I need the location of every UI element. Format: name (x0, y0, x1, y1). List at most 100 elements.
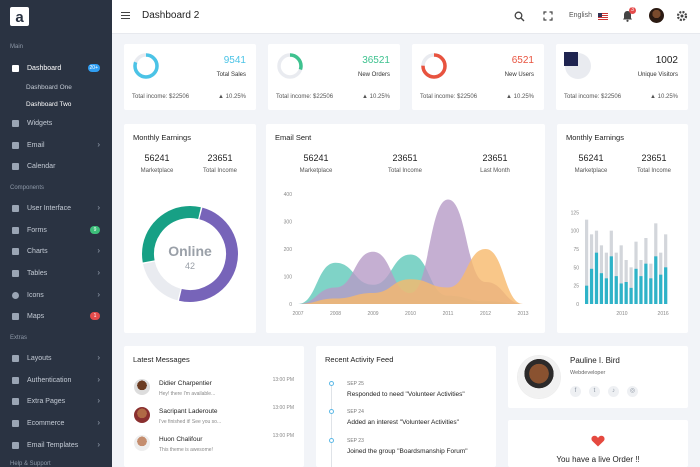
bar (649, 278, 653, 304)
sidebar-item-ecommerce[interactable]: Ecommerce › (0, 414, 112, 432)
menu-icon[interactable] (121, 12, 130, 19)
user-avatar[interactable] (649, 8, 664, 23)
stat-label: New Orders (357, 72, 390, 78)
app-logo[interactable]: a (10, 7, 29, 26)
total-income-label: Total Income (387, 168, 423, 174)
arrow-up-icon: ▲ (506, 94, 514, 100)
sidebar-item-label: Extra Pages (27, 397, 66, 405)
last-month-value: 23651 (482, 153, 508, 163)
marketplace-label: Marketplace (574, 168, 608, 174)
sidebar-item-dashboard[interactable]: Dashboard 20+ (0, 59, 112, 77)
profile-role: Webdeveloper (570, 370, 606, 376)
gear-icon[interactable] (676, 10, 688, 22)
message-sender: Didier Charpentier (159, 380, 212, 387)
facebook-icon[interactable]: f (570, 386, 581, 397)
notification-badge: 3 (629, 7, 636, 14)
stat-label: Total Sales (216, 72, 246, 78)
sidebar-item-label: Icons (27, 291, 44, 299)
stat-income: Total income: $22506 (276, 94, 334, 100)
sidebar-item-label: Tables (27, 269, 48, 277)
email-icon (12, 141, 19, 149)
x-tick-label: 2010 (405, 311, 416, 317)
chevron-right-icon: › (97, 375, 100, 384)
stat-value: 1002 (655, 55, 678, 66)
chevron-right-icon: › (97, 140, 100, 149)
message-sender: Sacripant Laderoute (159, 408, 218, 415)
sidebar-item-label: Maps (27, 312, 45, 320)
bar (599, 273, 604, 304)
sidebar-item-email[interactable]: Email › (0, 136, 112, 154)
email-sent-card: Email Sent 56241 Marketplace 23651 Total… (266, 124, 545, 333)
twitter-icon[interactable]: t (589, 386, 600, 397)
y-tick-label: 0 (289, 302, 292, 308)
sidebar-sub-dashboard-one[interactable]: Dashboard One (26, 84, 72, 91)
stat-value: 6521 (511, 55, 534, 66)
icons-icon (12, 291, 19, 299)
sidebar-item-calendar[interactable]: Calendar (0, 157, 112, 175)
auth-icon (12, 376, 19, 384)
marketplace-value: 56241 (303, 153, 329, 163)
card-title: Recent Activity Feed (325, 355, 394, 364)
sidebar-item-label: Dashboard (27, 64, 62, 72)
latest-messages-card: Latest Messages Didier Charpentier Hey! … (124, 346, 304, 467)
sidebar-item-email-templates[interactable]: Email Templates › (0, 436, 112, 454)
sidebar-item-authentication[interactable]: Authentication › (0, 371, 112, 389)
bar (589, 268, 594, 304)
chevron-right-icon: › (97, 440, 100, 449)
skype-icon[interactable]: ◎ (627, 386, 638, 397)
stat-percent: ▲ 10.25% (650, 94, 678, 100)
bar (619, 283, 623, 304)
sidebar-item-charts[interactable]: Charts › (0, 242, 112, 260)
marketplace-label: Marketplace (140, 168, 174, 174)
sidebar-item-icons[interactable]: Icons › (0, 286, 112, 304)
sidebar-item-label: Ecommerce (27, 419, 65, 427)
stat-donut (421, 53, 447, 79)
sidebar-item-extra-pages[interactable]: Extra Pages › (0, 392, 112, 410)
sidebar-item-label: Forms (27, 226, 47, 234)
search-icon[interactable] (514, 11, 525, 22)
stat-donut (564, 52, 591, 79)
forms-icon (12, 226, 19, 234)
message-time: 13:00 PM (272, 433, 294, 439)
sidebar-item-forms[interactable]: Forms 9 (0, 221, 112, 239)
fullscreen-icon[interactable] (543, 11, 553, 21)
stat-card: 36521 New Orders Total income: $22506 ▲ … (268, 44, 400, 110)
total-income-value: 23651 (392, 153, 418, 163)
chevron-right-icon: › (97, 396, 100, 405)
layouts-icon (12, 354, 19, 362)
total-income-value: 23651 (207, 153, 233, 163)
section-main-label: Main (10, 44, 24, 50)
language-selector[interactable]: English (569, 12, 592, 19)
marketplace-value: 56241 (578, 153, 604, 163)
y-tick-label: 100 (571, 229, 580, 235)
sidebar-item-tables[interactable]: Tables › (0, 264, 112, 282)
sidebar-sub-dashboard-two[interactable]: Dashboard Two (26, 101, 72, 108)
sidebar-item-widgets[interactable]: Widgets (0, 114, 112, 132)
activity-date: SEP 25 (347, 381, 364, 387)
sidebar-item-label: Email (27, 141, 45, 149)
y-tick-label: 125 (571, 210, 580, 216)
total-income-label: Total Income (202, 168, 238, 174)
y-tick-label: 200 (284, 247, 293, 253)
area-series (298, 249, 523, 304)
sidebar-item-label: Charts (27, 247, 48, 255)
message-preview: This theme is awesome! (159, 447, 213, 453)
message-preview: I've finished it! See you so... (159, 419, 222, 425)
y-tick-label: 100 (284, 275, 293, 281)
sidebar: a Main Dashboard 20+ Dashboard One Dashb… (0, 0, 112, 467)
bar (659, 274, 663, 304)
activity-text: Joined the group "Boardsmanship Forum" (347, 448, 468, 455)
stat-percent-value: 10.25% (657, 94, 678, 100)
y-tick-label: 25 (573, 284, 579, 290)
sidebar-item-user-interface[interactable]: User Interface › (0, 199, 112, 217)
activity-date: SEP 23 (347, 438, 364, 444)
bar (585, 285, 589, 304)
phone-icon[interactable]: ♪ (608, 386, 619, 397)
x-tick-label: 2016 (658, 311, 669, 317)
bar (654, 256, 658, 304)
chevron-right-icon: › (97, 203, 100, 212)
sidebar-item-layouts[interactable]: Layouts › (0, 349, 112, 367)
stat-card: 1002 Unique Visitors Total income: $2250… (556, 44, 688, 110)
sidebar-item-maps[interactable]: Maps 1 (0, 307, 112, 325)
stat-value: 36521 (362, 55, 390, 66)
